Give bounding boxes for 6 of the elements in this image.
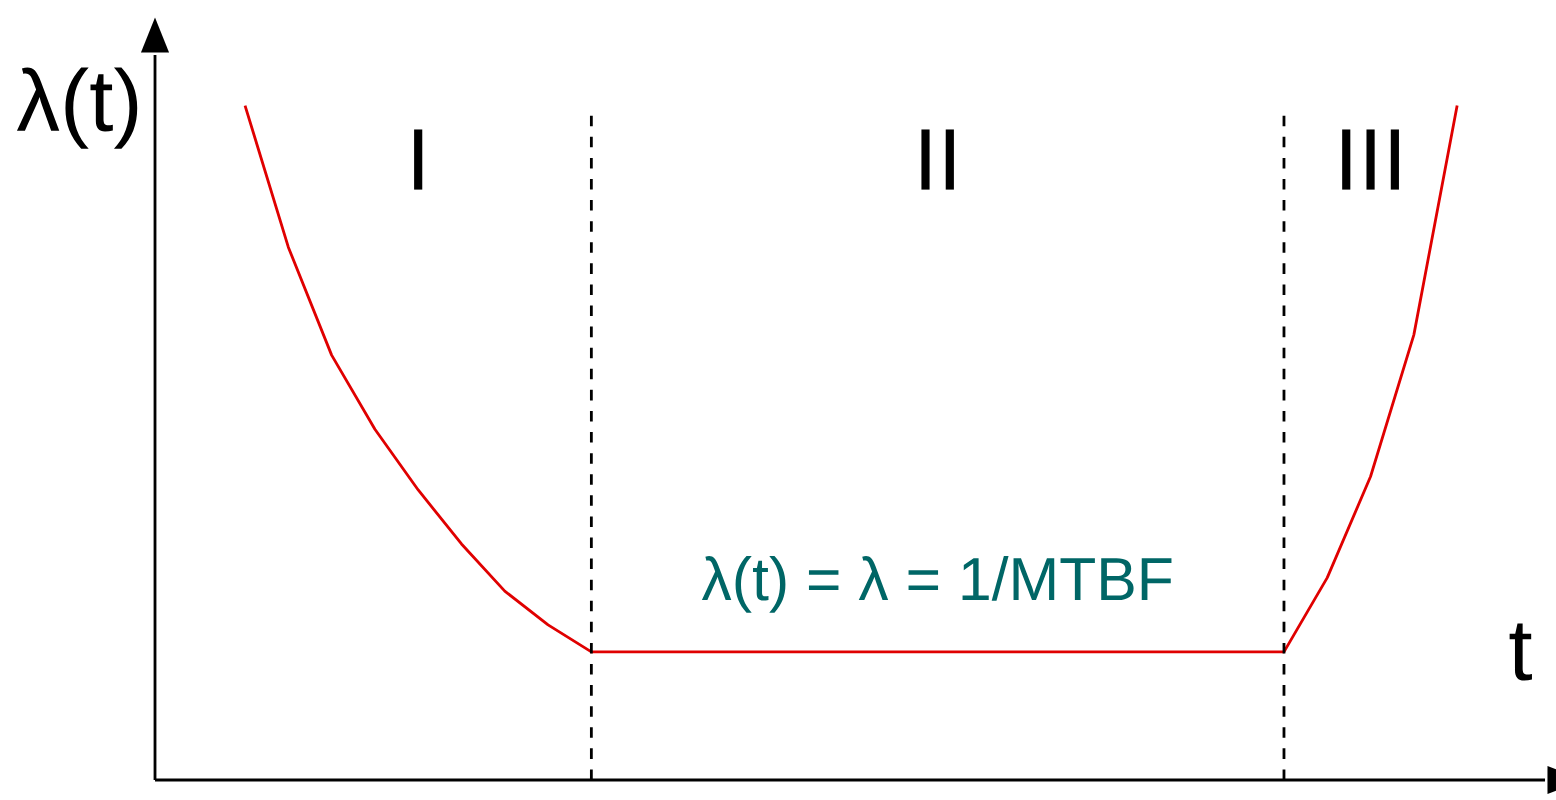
annotation: III	[1342, 129, 1399, 190]
annotation: I	[414, 129, 423, 190]
annotation: λ(t) = λ = 1/MTBF	[701, 556, 1172, 613]
annotation: II	[921, 129, 954, 190]
x-axis-title: t	[1509, 623, 1532, 681]
y-axis-title: λ(t)	[16, 67, 138, 149]
